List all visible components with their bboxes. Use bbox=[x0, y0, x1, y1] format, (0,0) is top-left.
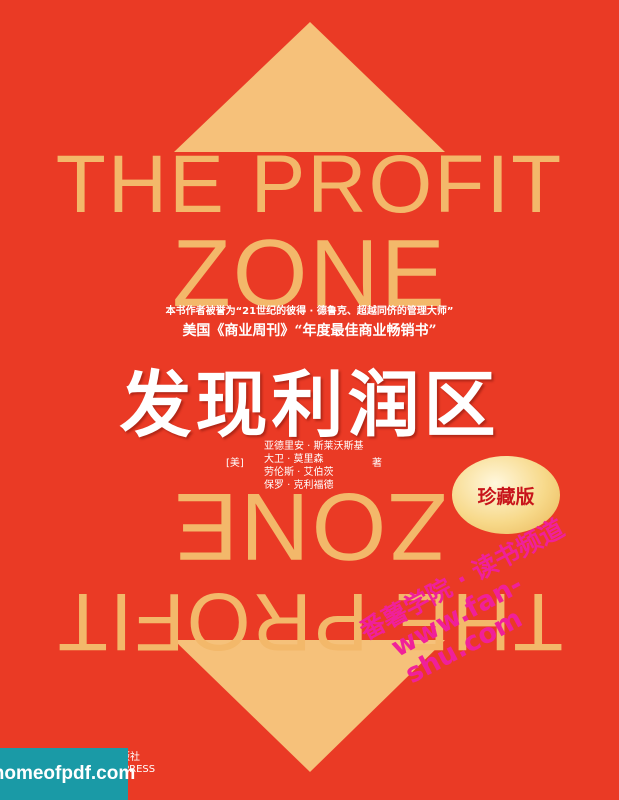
title-chinese: 发现利润区 bbox=[119, 362, 500, 447]
author-name: 保罗 · 克利福德 bbox=[264, 480, 334, 491]
title-en-line2: ZONE bbox=[172, 220, 447, 327]
tagline-bestseller: 美国《商业周刊》“年度最佳商业畅销书” bbox=[182, 323, 437, 339]
publisher-line2: IC PRESS bbox=[110, 764, 156, 775]
up-arrow-shape bbox=[174, 22, 445, 152]
author-name: 亚德里安 · 斯莱沃斯基 bbox=[264, 441, 364, 452]
tagline-praise: 本书作者被誉为“21世纪的彼得 · 德鲁克、超越同侪的管理大师” bbox=[165, 306, 454, 317]
title-en-line1: THE PROFIT bbox=[55, 139, 564, 230]
edition-badge-label: 珍藏版 bbox=[477, 485, 535, 508]
author-list: 亚德里安 · 斯莱沃斯基 大卫 · 莫里森 劳伦斯 · 艾伯茨 保罗 · 克利福… bbox=[250, 440, 410, 492]
author-name: 大卫 · 莫里森 bbox=[264, 454, 324, 465]
down-arrow-shape bbox=[174, 640, 445, 772]
author-role: 著 bbox=[372, 458, 382, 469]
author-name: 劳伦斯 · 艾伯茨 bbox=[264, 467, 334, 478]
edition-badge: 珍藏版 bbox=[452, 456, 560, 534]
watermark-site-label: homeofpdf.com bbox=[0, 748, 135, 800]
author-country: [美] bbox=[226, 458, 244, 469]
